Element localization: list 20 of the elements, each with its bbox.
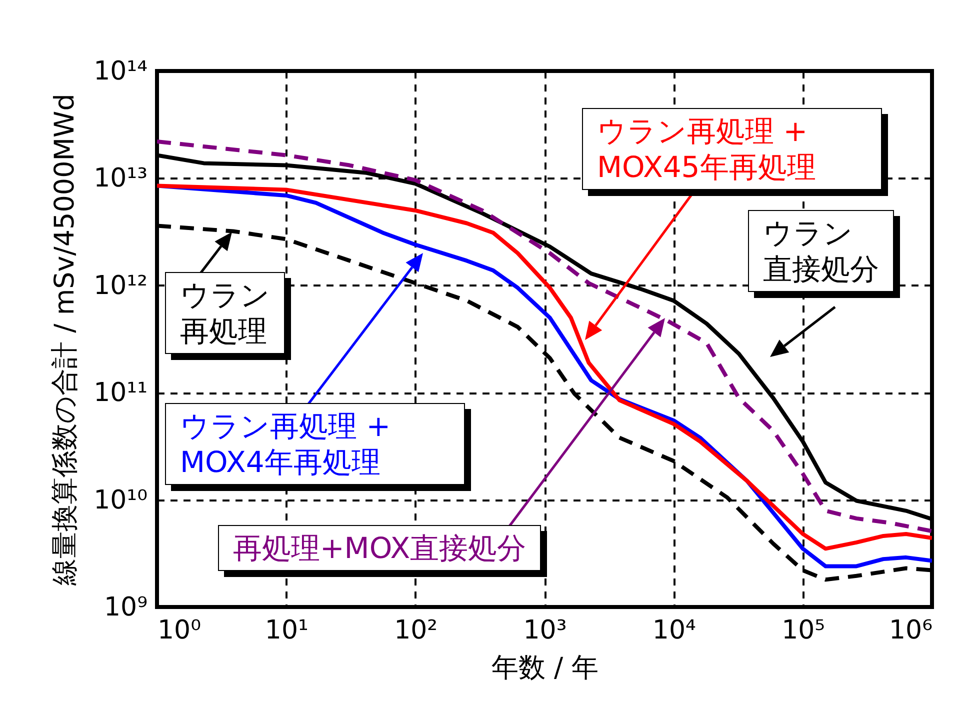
y-tick-label: 10⁹ (104, 592, 148, 622)
y-tick-label: 10¹⁴ (94, 56, 148, 86)
y-axis-title: 線量換算係数の合計 / mSv/45000MWd (50, 94, 81, 586)
annotation: ウラン直接処分 (748, 210, 894, 292)
annotation: ウラン再処理 + MOX4年再処理 (165, 403, 465, 485)
x-tick-label: 10⁶ (888, 616, 932, 646)
y-tick-label: 10¹³ (94, 164, 148, 194)
annotation: 再処理+MOX直接処分 (218, 525, 542, 571)
x-tick-label: 10⁰ (158, 616, 202, 646)
x-tick-label: 10⁴ (652, 616, 696, 646)
annotation: ウラン再処理 (165, 272, 285, 354)
y-tick-label: 10¹¹ (94, 378, 148, 408)
x-tick-label: 10⁵ (782, 616, 826, 646)
y-tick-label: 10¹⁰ (94, 485, 148, 516)
x-tick-label: 10² (394, 616, 438, 646)
x-axis-title: 年数 / 年 (491, 652, 599, 684)
annotation: ウラン再処理 + MOX45年再処理 (582, 108, 882, 190)
x-tick-label: 10³ (523, 616, 567, 646)
y-tick-label: 10¹² (94, 270, 148, 301)
x-tick-label: 10¹ (264, 616, 308, 646)
